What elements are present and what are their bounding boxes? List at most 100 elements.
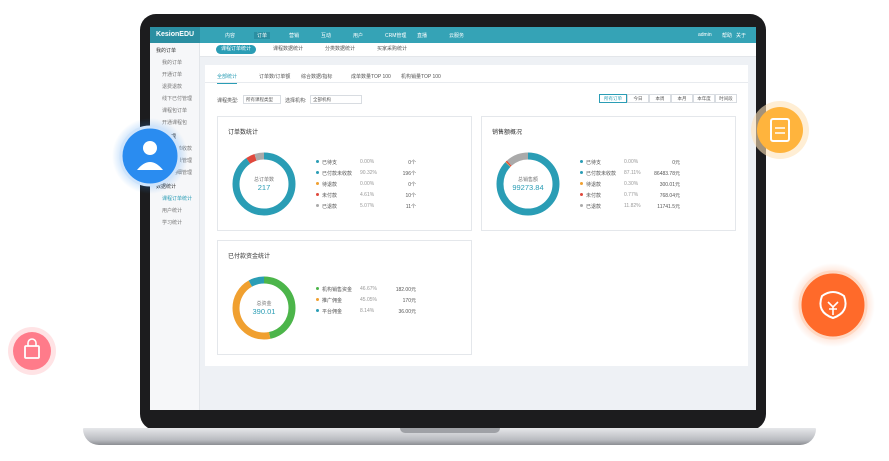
row-name: 已退款 xyxy=(586,204,602,210)
type-select[interactable]: 所有课程类型 xyxy=(243,95,281,104)
range-button[interactable]: 今日 xyxy=(627,94,649,103)
center-value: 99273.84 xyxy=(512,183,543,192)
row-amount: 11741.5元 xyxy=(657,204,680,210)
screen: KesionEDU 内容 订单 营销 互动 用户 CRM管理 直播 云服务 admin 帮助 关于 … xyxy=(150,27,756,410)
row-percent: 0.00% xyxy=(360,159,375,165)
donut-segment xyxy=(232,276,296,340)
range-button[interactable]: 本周 xyxy=(649,94,671,103)
donut-segment xyxy=(232,152,296,216)
sidebar-item[interactable]: 学习统计 xyxy=(162,220,183,226)
sub-tab[interactable]: 订单数/订单额 xyxy=(259,74,291,80)
sub-tab[interactable]: 全部统计 xyxy=(217,73,238,84)
legend-dot xyxy=(580,171,583,174)
stat-card: 订单数统计 总订单数 217 已待支 0.00% 0个 已付款未收款 90.32% 196个 待退… xyxy=(217,116,472,231)
row-percent: 0.00% xyxy=(624,159,639,165)
money-icon xyxy=(791,263,875,347)
laptop-notch xyxy=(400,428,500,433)
range-button[interactable]: 本月 xyxy=(671,94,693,103)
center-label: 总订单数 xyxy=(254,176,274,183)
sidebar: 我的订单 我的订单 开通订单 退费退款 线下已付管理 课程包订单 开通课程包 资金管理 机构订单… xyxy=(150,43,200,410)
sidebar-group[interactable]: 资金管理 xyxy=(156,134,177,140)
row-name: 机构销售资金 xyxy=(322,287,353,293)
card-title: 销售额概况 xyxy=(492,130,523,136)
sidebar-item[interactable]: 开通课程包 xyxy=(162,120,188,126)
nav-item[interactable]: 内容 xyxy=(225,33,236,39)
tab[interactable]: 课程订单统计 xyxy=(216,45,257,54)
sidebar-item[interactable]: 机构订单收款 xyxy=(162,146,193,152)
row-amount: 86483.78元 xyxy=(654,171,680,177)
stat-card: 已付款资金统计 总资金 390.01 机构销售资金 46.67% 182.00元 推广佣金 4… xyxy=(217,240,472,355)
row-percent: 0.77% xyxy=(624,192,639,198)
sidebar-group[interactable]: 我的订单 xyxy=(156,48,177,54)
sub-tab[interactable]: 综合数据/指标 xyxy=(301,74,333,80)
sidebar-item[interactable]: 退费退款 xyxy=(162,84,183,90)
sub-tab[interactable]: 成单数量TOP 100 xyxy=(351,74,391,80)
nav-item[interactable]: 订单 xyxy=(254,32,271,39)
row-amount: 196个 xyxy=(402,171,416,177)
nav-item[interactable]: 用户 xyxy=(353,33,364,39)
row-percent: 0.30% xyxy=(624,181,639,187)
row-percent: 0.00% xyxy=(360,181,375,187)
legend-dot xyxy=(316,160,319,163)
legend-dot xyxy=(316,309,319,312)
nav-item[interactable]: 营销 xyxy=(289,33,300,39)
sidebar-item[interactable]: 分账记录管理 xyxy=(162,158,193,164)
row-percent: 11.82% xyxy=(624,203,641,209)
row-amount: 10个 xyxy=(405,193,416,199)
range-button[interactable]: 本年度 xyxy=(693,94,715,103)
tab[interactable]: 分类数据统计 xyxy=(325,46,356,52)
sidebar-item[interactable]: 课程订单统计 xyxy=(162,196,193,202)
sidebar-item[interactable]: 消费明细管理 xyxy=(162,170,193,176)
row-percent: 87.11% xyxy=(624,170,641,176)
legend-dot xyxy=(580,204,583,207)
user-name[interactable]: admin xyxy=(698,32,712,38)
legend-dot xyxy=(316,287,319,290)
top-link[interactable]: 帮助 xyxy=(722,33,733,39)
sidebar-item[interactable]: 开通订单 xyxy=(162,72,183,78)
card-title: 订单数统计 xyxy=(228,130,259,136)
legend-dot xyxy=(316,182,319,185)
row-percent: 46.67% xyxy=(360,286,377,292)
legend-dot xyxy=(580,160,583,163)
nav-item[interactable]: 直播 xyxy=(417,33,428,39)
nav-item[interactable]: CRM管理 xyxy=(385,33,407,39)
sidebar-item[interactable]: 我的订单 xyxy=(162,60,183,66)
sidebar-item[interactable]: 线下已付管理 xyxy=(162,96,193,102)
sidebar-group[interactable]: 数据统计 xyxy=(156,184,177,190)
row-name: 已付款未收款 xyxy=(586,171,617,177)
org-select[interactable]: 全部机构 xyxy=(310,95,362,104)
row-name: 已退款 xyxy=(322,204,338,210)
tab[interactable]: 买家采购统计 xyxy=(377,46,408,52)
row-amount: 182.00元 xyxy=(395,287,416,293)
row-name: 平台佣金 xyxy=(322,309,343,315)
tab[interactable]: 课程数据统计 xyxy=(273,46,304,52)
row-amount: 0个 xyxy=(408,182,416,188)
row-percent: 8.14% xyxy=(360,308,375,314)
range-button[interactable]: 所有订单 xyxy=(599,94,627,103)
nav-item[interactable]: 云服务 xyxy=(449,33,465,39)
row-percent: 4.61% xyxy=(360,192,375,198)
tab-bar: 课程订单统计 课程数据统计 分类数据统计 买家采购统计 xyxy=(150,43,756,57)
row-amount: 11个 xyxy=(405,204,416,210)
top-link[interactable]: 关于 xyxy=(736,33,747,39)
row-percent: 45.05% xyxy=(360,297,377,303)
legend-dot xyxy=(316,193,319,196)
row-name: 待退款 xyxy=(322,182,338,188)
filter-label: 选择机构: xyxy=(285,98,307,104)
nav-item[interactable]: 互动 xyxy=(321,33,332,39)
sidebar-item[interactable]: 用户统计 xyxy=(162,208,183,214)
row-name: 已待支 xyxy=(586,160,602,166)
range-button[interactable]: 时间段 xyxy=(715,94,737,103)
divider xyxy=(205,82,748,83)
row-amount: 0个 xyxy=(408,160,416,166)
top-bar: KesionEDU 内容 订单 营销 互动 用户 CRM管理 直播 云服务 admin 帮助 关于 xyxy=(150,27,756,43)
row-amount: 170元 xyxy=(402,298,416,304)
row-name: 待退款 xyxy=(586,182,602,188)
sidebar-item[interactable]: 课程包订单 xyxy=(162,108,188,114)
donut-segment xyxy=(232,276,296,340)
center-value: 217 xyxy=(258,183,271,192)
sub-tab[interactable]: 机构销量TOP 100 xyxy=(401,74,441,80)
legend-dot xyxy=(316,171,319,174)
row-name: 已付款未收款 xyxy=(322,171,353,177)
